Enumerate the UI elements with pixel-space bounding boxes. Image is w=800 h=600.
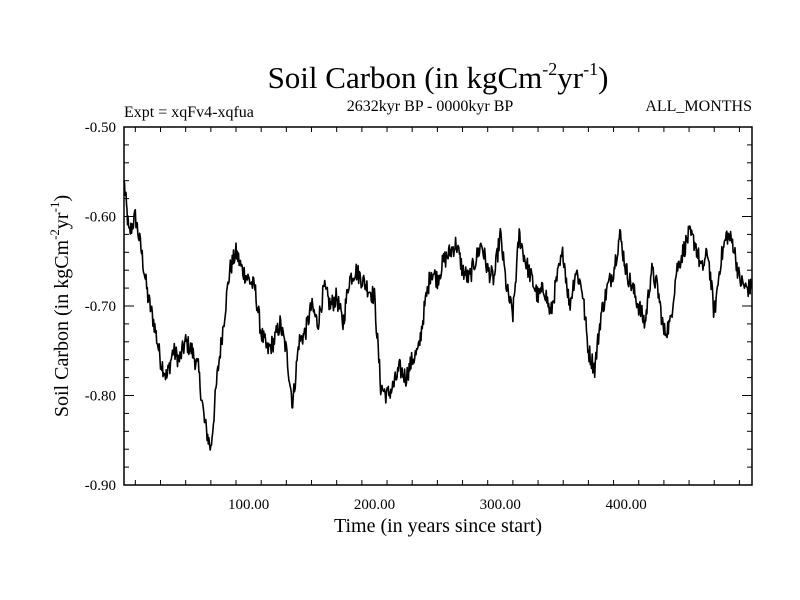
x-tick-label: 300.00: [480, 497, 521, 513]
y-axis-label-sup2: -1: [47, 202, 62, 213]
series-line: [123, 180, 753, 451]
plot-frame: [123, 126, 753, 486]
chart-title-sup1: -2: [542, 59, 557, 79]
y-axis-label: Soil Carbon (in kgCm-2yr-1): [47, 195, 73, 417]
x-axis: 100.00 200.00 300.00 400.00: [134, 127, 740, 513]
y-tick-label: -0.70: [85, 299, 116, 315]
y-axis: -0.50 -0.60 -0.70 -0.80 -0.90: [85, 120, 752, 494]
x-tick-label: 200.00: [354, 497, 395, 513]
y-tick-label: -0.80: [85, 389, 116, 405]
series-group: [123, 180, 753, 451]
y-axis-label-mid: yr: [51, 212, 73, 229]
subtitle-center: 2632kyr BP - 0000kyr BP: [347, 98, 514, 115]
chart-title: Soil Carbon (in kgCm-2yr-1): [268, 59, 609, 95]
y-axis-label-main: Soil Carbon (in kgCm: [51, 239, 73, 417]
chart-title-mid: yr: [557, 60, 584, 95]
y-tick-label: -0.60: [85, 210, 116, 226]
chart-title-sup2: -1: [583, 59, 598, 79]
y-tick-label: -0.50: [85, 120, 116, 136]
subtitle-right: ALL_MONTHS: [645, 98, 752, 115]
subtitle-left: Expt = xqFv4-xqfua: [124, 104, 254, 121]
y-axis-label-end: ): [51, 195, 73, 202]
y-tick-label: -0.90: [85, 478, 116, 494]
x-tick-label: 100.00: [228, 497, 269, 513]
x-axis-label: Time (in years since start): [334, 515, 542, 537]
y-axis-label-sup1: -2: [47, 229, 62, 240]
chart-title-main: Soil Carbon (in kgCm: [268, 60, 543, 95]
x-tick-label: 400.00: [606, 497, 647, 513]
chart-title-end: ): [598, 60, 608, 95]
